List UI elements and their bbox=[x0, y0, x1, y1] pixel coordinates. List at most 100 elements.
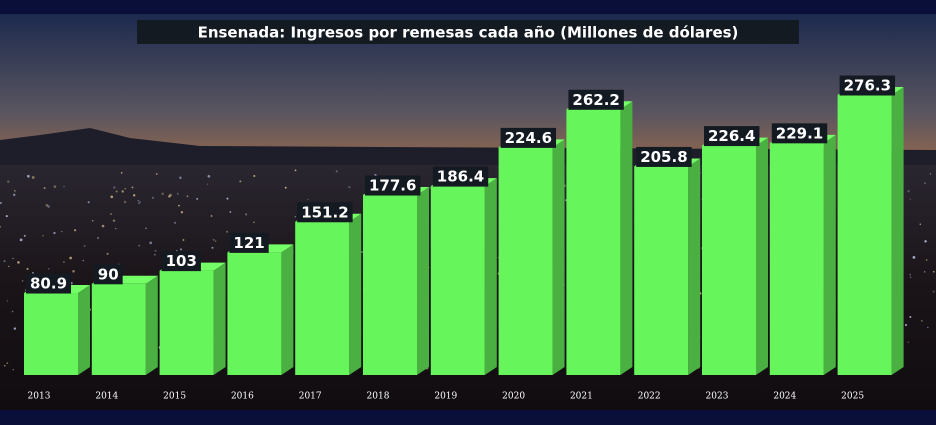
city-light bbox=[919, 223, 922, 225]
city-light bbox=[53, 185, 57, 188]
bar bbox=[634, 166, 689, 375]
city-light bbox=[124, 188, 126, 190]
city-light bbox=[909, 273, 911, 276]
x-tick-label: 2014 bbox=[95, 392, 118, 402]
city-light bbox=[907, 341, 910, 343]
city-light bbox=[21, 280, 24, 282]
value-label: 226.4 bbox=[708, 127, 755, 145]
value-label: 205.8 bbox=[640, 148, 687, 166]
city-light bbox=[210, 215, 213, 217]
city-light bbox=[154, 249, 157, 252]
city-light bbox=[13, 327, 17, 330]
value-label-box bbox=[297, 202, 353, 223]
city-light bbox=[212, 238, 215, 241]
city-light bbox=[133, 194, 136, 197]
x-tick-label: 2019 bbox=[434, 392, 457, 402]
city-light bbox=[161, 192, 164, 196]
x-tick-label: 2021 bbox=[570, 392, 593, 402]
city-light bbox=[253, 221, 255, 224]
bar bbox=[363, 195, 417, 375]
bar-side bbox=[281, 244, 294, 375]
city-light bbox=[907, 190, 910, 193]
x-tick-label: 2013 bbox=[28, 392, 51, 402]
value-label: 229.1 bbox=[776, 124, 823, 142]
city-light bbox=[924, 271, 926, 273]
city-light bbox=[101, 224, 105, 228]
city-light bbox=[180, 211, 184, 214]
city-light bbox=[429, 187, 431, 189]
value-label: 224.6 bbox=[505, 129, 552, 147]
city-light bbox=[179, 176, 182, 180]
city-light bbox=[63, 261, 65, 263]
bar-side bbox=[349, 213, 362, 375]
city-light bbox=[53, 231, 56, 235]
bar bbox=[24, 293, 78, 375]
bar bbox=[295, 221, 350, 375]
city-light bbox=[11, 310, 14, 313]
city-light bbox=[924, 240, 927, 243]
city-light bbox=[106, 252, 109, 255]
bar bbox=[430, 186, 485, 375]
x-tick-label: 2022 bbox=[638, 392, 661, 402]
city-light bbox=[61, 230, 63, 233]
city-light bbox=[920, 319, 923, 322]
x-tick-label: 2023 bbox=[706, 392, 729, 402]
city-light bbox=[121, 190, 124, 193]
city-light bbox=[120, 172, 123, 174]
city-light bbox=[13, 193, 16, 197]
value-label: 186.4 bbox=[437, 168, 484, 186]
bar-side bbox=[688, 158, 701, 375]
city-light bbox=[335, 170, 338, 173]
bar-side bbox=[891, 87, 904, 375]
city-light bbox=[6, 362, 9, 365]
city-light bbox=[32, 271, 34, 274]
city-light bbox=[152, 197, 154, 199]
value-label-box bbox=[161, 251, 201, 272]
city-light bbox=[3, 260, 6, 263]
city-light bbox=[214, 240, 217, 242]
bar bbox=[159, 270, 214, 375]
city-light bbox=[131, 186, 134, 189]
bar-side bbox=[484, 178, 497, 375]
city-light bbox=[23, 234, 26, 237]
value-label-box bbox=[432, 166, 489, 187]
city-light bbox=[909, 198, 911, 200]
city-light bbox=[925, 259, 928, 261]
city-light bbox=[17, 261, 20, 264]
city-light bbox=[74, 229, 77, 232]
city-light bbox=[174, 221, 177, 224]
city-light bbox=[138, 202, 140, 204]
city-light bbox=[186, 195, 189, 198]
value-label-box bbox=[568, 89, 624, 110]
city-light bbox=[87, 201, 90, 204]
bar-side bbox=[823, 134, 836, 375]
city-light bbox=[96, 236, 100, 240]
city-light bbox=[294, 169, 297, 172]
city-light bbox=[45, 203, 49, 207]
city-light bbox=[284, 186, 287, 189]
bar-side bbox=[78, 285, 90, 375]
x-tick-label: 2025 bbox=[841, 392, 864, 402]
value-label-box bbox=[500, 127, 557, 148]
bar-side bbox=[417, 187, 429, 375]
value-label: 262.2 bbox=[572, 91, 619, 109]
value-label: 103 bbox=[166, 252, 197, 270]
bar bbox=[837, 95, 892, 375]
city-light bbox=[169, 193, 172, 197]
city-light bbox=[92, 220, 94, 222]
city-light bbox=[47, 267, 50, 270]
city-light bbox=[145, 227, 147, 230]
city-light bbox=[110, 213, 112, 215]
value-label-box bbox=[704, 126, 760, 147]
city-light bbox=[110, 195, 114, 199]
value-label-box bbox=[839, 75, 896, 96]
city-light bbox=[226, 197, 229, 200]
city-light bbox=[182, 239, 185, 241]
city-light bbox=[176, 192, 179, 195]
bar-side bbox=[213, 262, 226, 375]
city-light bbox=[0, 225, 1, 228]
value-label: 151.2 bbox=[301, 203, 348, 221]
city-light bbox=[149, 241, 153, 245]
city-light bbox=[927, 326, 929, 329]
